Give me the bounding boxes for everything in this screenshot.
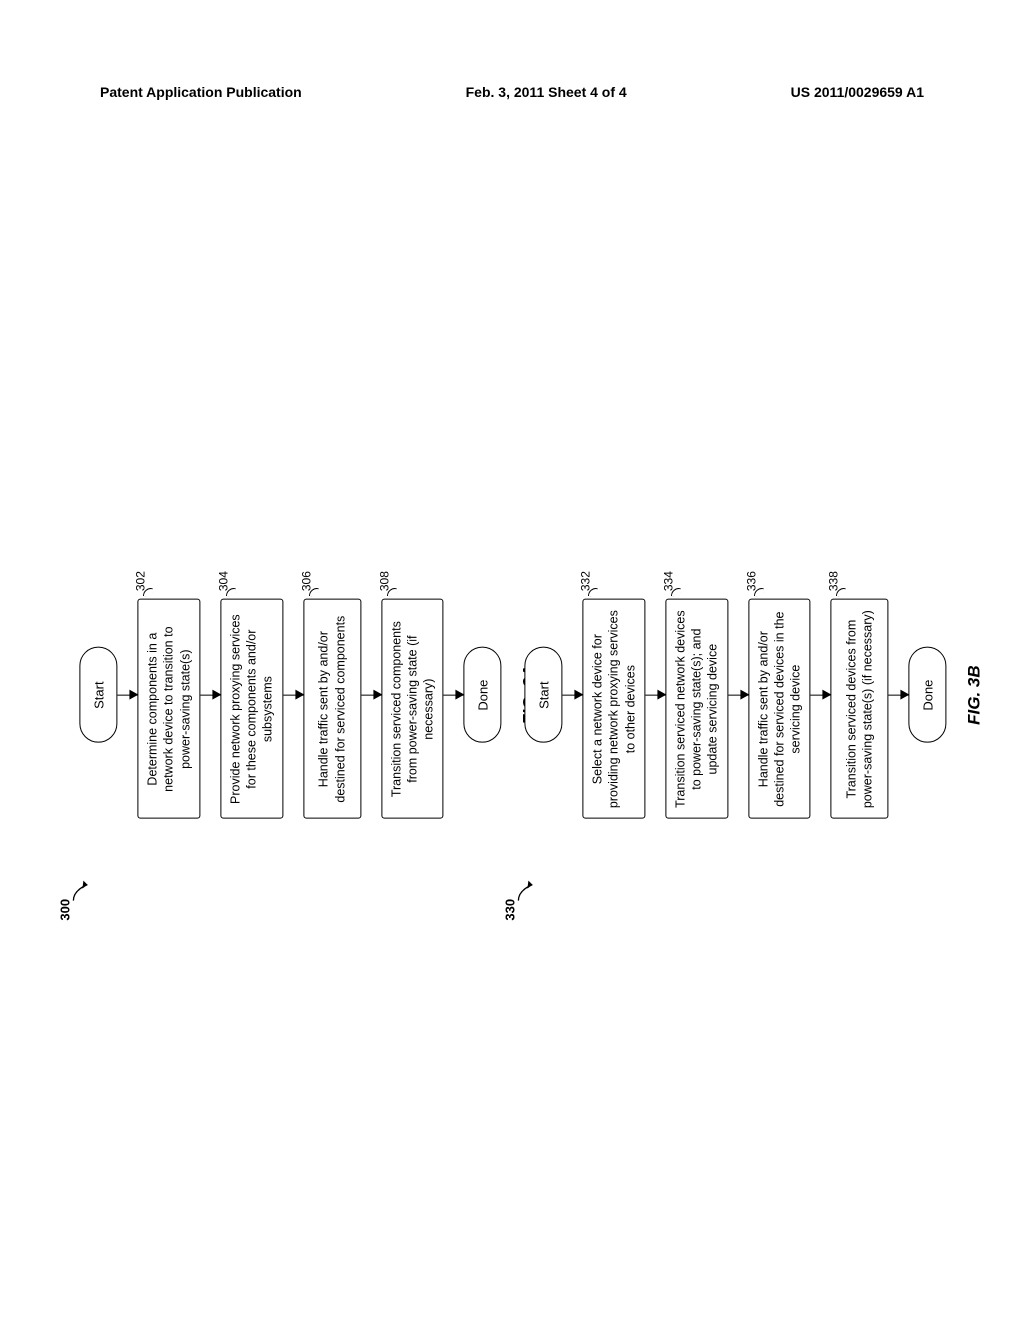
start-terminator: Start (524, 647, 562, 743)
flowchart-ref-300: 300 (57, 899, 72, 921)
step-row: Select a network device for providing ne… (582, 571, 645, 819)
ref-hook-icon (71, 879, 91, 903)
arrow-icon (361, 695, 381, 696)
process-text: Transition serviced network devices to p… (672, 610, 721, 808)
step-number: 334 (661, 571, 675, 591)
process-text: Transition serviced components from powe… (388, 610, 437, 808)
flowcharts-area: 300 Start Determine components in a netw… (120, 250, 944, 1140)
done-label: Done (920, 679, 935, 710)
process-text: Provide network proxying services for th… (227, 610, 276, 808)
arrow-icon (117, 695, 137, 696)
start-terminator: Start (79, 647, 117, 743)
step-number: 332 (578, 571, 592, 591)
step-row: Transition serviced devices from power-s… (831, 571, 889, 819)
flowchart-ref-330: 330 (502, 899, 517, 921)
arrow-icon (645, 695, 665, 696)
arrow-icon (283, 695, 303, 696)
process-text: Determine components in a network device… (144, 610, 193, 808)
step-row: Handle traffic sent by and/or destined f… (303, 571, 361, 819)
arrow-icon (200, 695, 220, 696)
step-row: Transition serviced components from powe… (381, 571, 444, 819)
step-number: 306 (299, 571, 313, 591)
process-box: Transition serviced devices from power-s… (831, 599, 889, 819)
process-box: Handle traffic sent by and/or destined f… (748, 599, 811, 819)
flowchart-3a: 300 Start Determine components in a netw… (79, 505, 539, 884)
process-box: Transition serviced components from powe… (381, 599, 444, 819)
step-row: Handle traffic sent by and/or destined f… (748, 571, 811, 819)
header-left: Patent Application Publication (100, 84, 302, 100)
step-row: Determine components in a network device… (137, 571, 200, 819)
step-number: 304 (216, 571, 230, 591)
process-box: Handle traffic sent by and/or destined f… (303, 599, 361, 819)
process-text: Handle traffic sent by and/or destined f… (755, 610, 804, 808)
step-row: Transition serviced network devices to p… (665, 571, 728, 819)
process-box: Transition serviced network devices to p… (665, 599, 728, 819)
step-number: 338 (827, 571, 841, 591)
header-center: Feb. 3, 2011 Sheet 4 of 4 (466, 84, 627, 100)
process-text: Select a network device for providing ne… (589, 610, 638, 808)
ref-hook-icon (516, 879, 536, 903)
arrow-icon (444, 695, 464, 696)
start-label: Start (536, 681, 551, 708)
step-number: 308 (377, 571, 391, 591)
process-text: Transition serviced devices from power-s… (843, 610, 876, 808)
arrow-icon (728, 695, 748, 696)
done-label: Done (475, 679, 490, 710)
figure-label: FIG. 3B (965, 665, 985, 725)
done-terminator: Done (909, 647, 947, 743)
arrow-icon (562, 695, 582, 696)
page-header: Patent Application Publication Feb. 3, 2… (0, 84, 1024, 100)
done-terminator: Done (464, 647, 502, 743)
process-text: Handle traffic sent by and/or destined f… (316, 610, 349, 808)
start-label: Start (91, 681, 106, 708)
header-right: US 2011/0029659 A1 (791, 84, 924, 100)
page: Patent Application Publication Feb. 3, 2… (0, 0, 1024, 1320)
arrow-icon (889, 695, 909, 696)
step-number: 302 (133, 571, 147, 591)
step-row: Provide network proxying services for th… (220, 571, 283, 819)
arrow-icon (811, 695, 831, 696)
process-box: Provide network proxying services for th… (220, 599, 283, 819)
process-box: Select a network device for providing ne… (582, 599, 645, 819)
flowchart-3b: 330 Start Select a network device for pr… (524, 505, 984, 884)
process-box: Determine components in a network device… (137, 599, 200, 819)
step-number: 336 (744, 571, 758, 591)
